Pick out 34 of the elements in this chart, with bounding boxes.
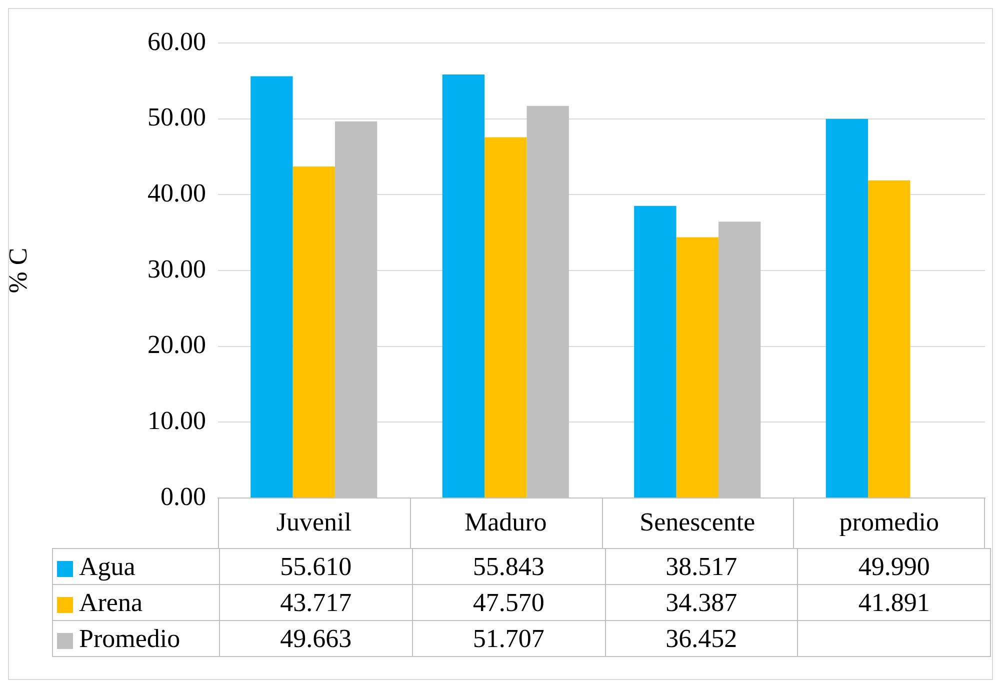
- legend-label: Agua: [79, 552, 136, 580]
- bar: [484, 137, 527, 498]
- y-tick-label: 40.00: [148, 178, 206, 208]
- y-tick-label: 50.00: [148, 102, 206, 132]
- legend-label: Promedio: [79, 624, 180, 652]
- bar: [676, 237, 718, 498]
- data-label: 36.452: [605, 620, 798, 656]
- bar: [442, 74, 485, 498]
- data-label: 49.990: [798, 548, 990, 584]
- data-label: 55.843: [412, 548, 605, 584]
- y-axis-title: % C: [3, 248, 32, 294]
- data-label: 41.891: [798, 584, 990, 620]
- bar: [634, 206, 676, 498]
- x-tick-label: Senescente: [640, 507, 756, 536]
- data-label: 51.707: [412, 620, 605, 656]
- legend-label: Arena: [79, 588, 143, 616]
- y-tick-label: 0.00: [160, 482, 206, 511]
- x-tick-label: Maduro: [464, 507, 547, 536]
- bar: [826, 118, 868, 498]
- data-label: 43.717: [220, 584, 412, 620]
- data-label: 47.570: [412, 584, 605, 620]
- data-label: 49.663: [220, 620, 412, 656]
- x-tick-label: promedio: [839, 507, 939, 536]
- bar: [292, 166, 335, 498]
- data-label: 55.610: [220, 548, 412, 584]
- bar: [868, 180, 910, 498]
- bar: [250, 76, 293, 498]
- y-tick-label: 30.00: [148, 254, 206, 284]
- y-tick-label: 60.00: [148, 26, 206, 56]
- data-label: 34.387: [605, 584, 798, 620]
- y-tick-label: 10.00: [148, 406, 206, 435]
- y-tick-label: 20.00: [148, 330, 206, 360]
- data-label: 38.517: [605, 548, 798, 584]
- x-tick-label: Juvenil: [276, 507, 352, 536]
